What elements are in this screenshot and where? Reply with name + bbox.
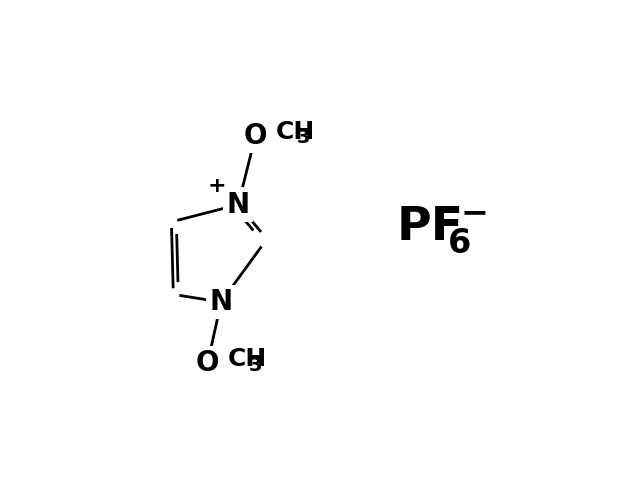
Text: N: N [227,190,250,219]
Text: 6: 6 [448,227,472,260]
Text: CH: CH [228,347,267,372]
Text: O: O [244,122,267,150]
Text: O: O [196,349,220,377]
Text: N: N [209,288,232,316]
Text: −: − [461,196,489,230]
Text: +: + [208,176,227,195]
Text: 3: 3 [248,356,262,374]
Text: 3: 3 [296,128,310,147]
Text: PF: PF [397,205,464,250]
Text: CH: CH [275,120,314,144]
